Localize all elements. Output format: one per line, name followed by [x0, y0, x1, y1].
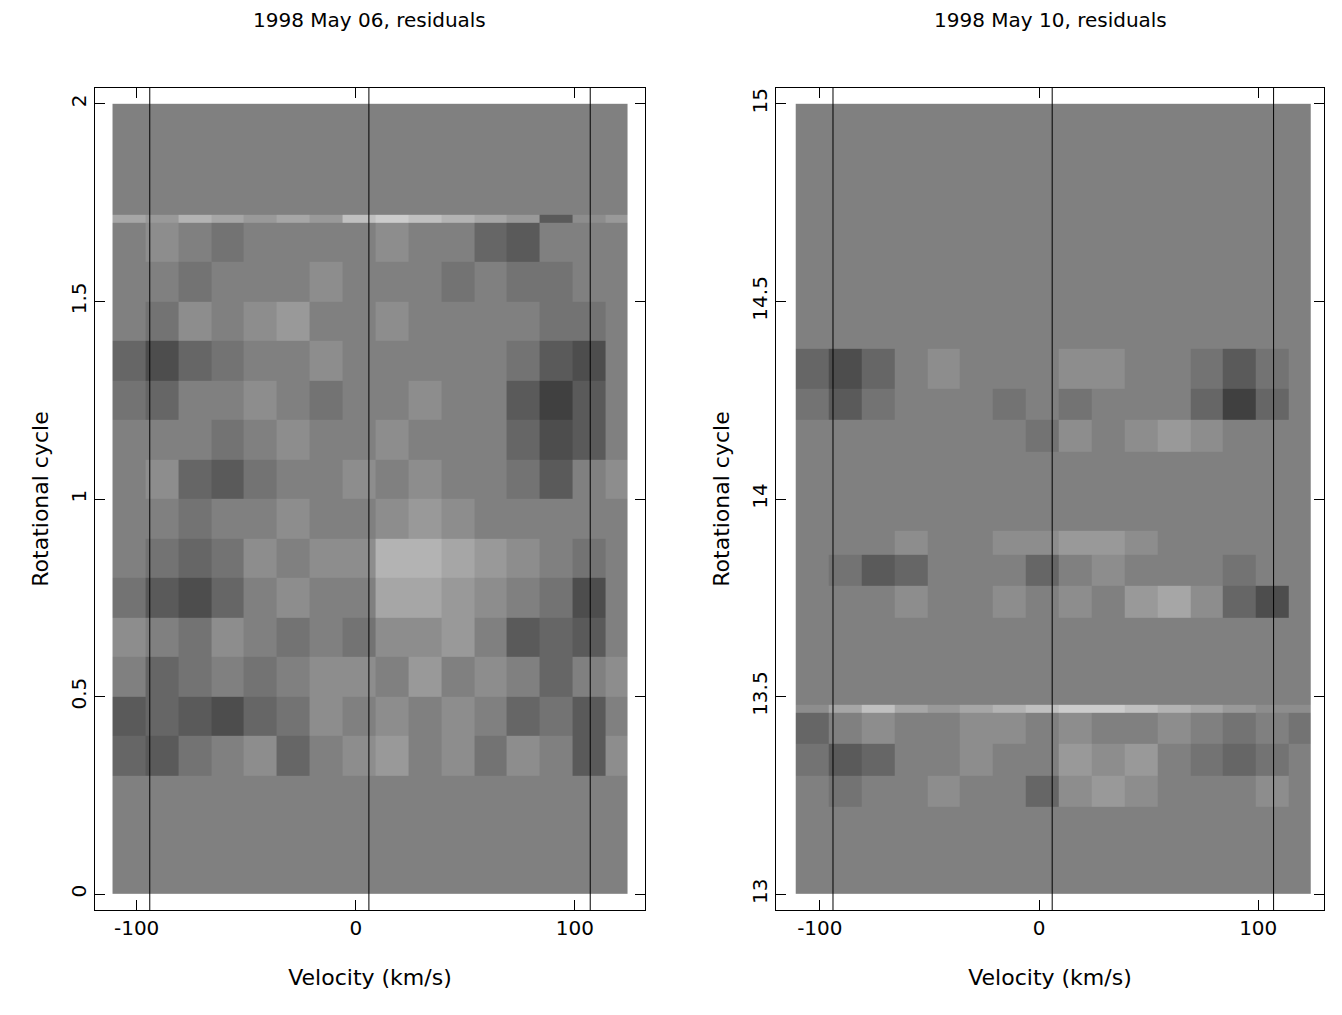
svg-text:13.5: 13.5 [748, 671, 772, 716]
svg-text:0.5: 0.5 [67, 678, 91, 710]
svg-text:0: 0 [1033, 916, 1046, 940]
svg-text:1998 May 06, residuals: 1998 May 06, residuals [253, 8, 486, 32]
svg-text:100: 100 [1239, 916, 1277, 940]
svg-text:1: 1 [67, 490, 91, 503]
svg-text:0: 0 [349, 916, 362, 940]
svg-text:Rotational cycle: Rotational cycle [28, 411, 53, 586]
svg-text:15: 15 [748, 88, 772, 113]
svg-text:14.5: 14.5 [748, 276, 772, 321]
svg-text:1.5: 1.5 [67, 282, 91, 314]
svg-text:1998 May 10, residuals: 1998 May 10, residuals [934, 8, 1167, 32]
svg-text:2: 2 [67, 94, 91, 107]
svg-text:Velocity (km/s): Velocity (km/s) [288, 965, 452, 990]
svg-text:100: 100 [556, 916, 594, 940]
svg-text:-100: -100 [114, 916, 159, 940]
svg-text:13: 13 [748, 878, 772, 903]
svg-text:Velocity (km/s): Velocity (km/s) [968, 965, 1132, 990]
svg-text:-100: -100 [797, 916, 842, 940]
svg-text:14: 14 [748, 483, 772, 508]
svg-text:Rotational cycle: Rotational cycle [709, 411, 734, 586]
svg-text:0: 0 [67, 885, 91, 898]
